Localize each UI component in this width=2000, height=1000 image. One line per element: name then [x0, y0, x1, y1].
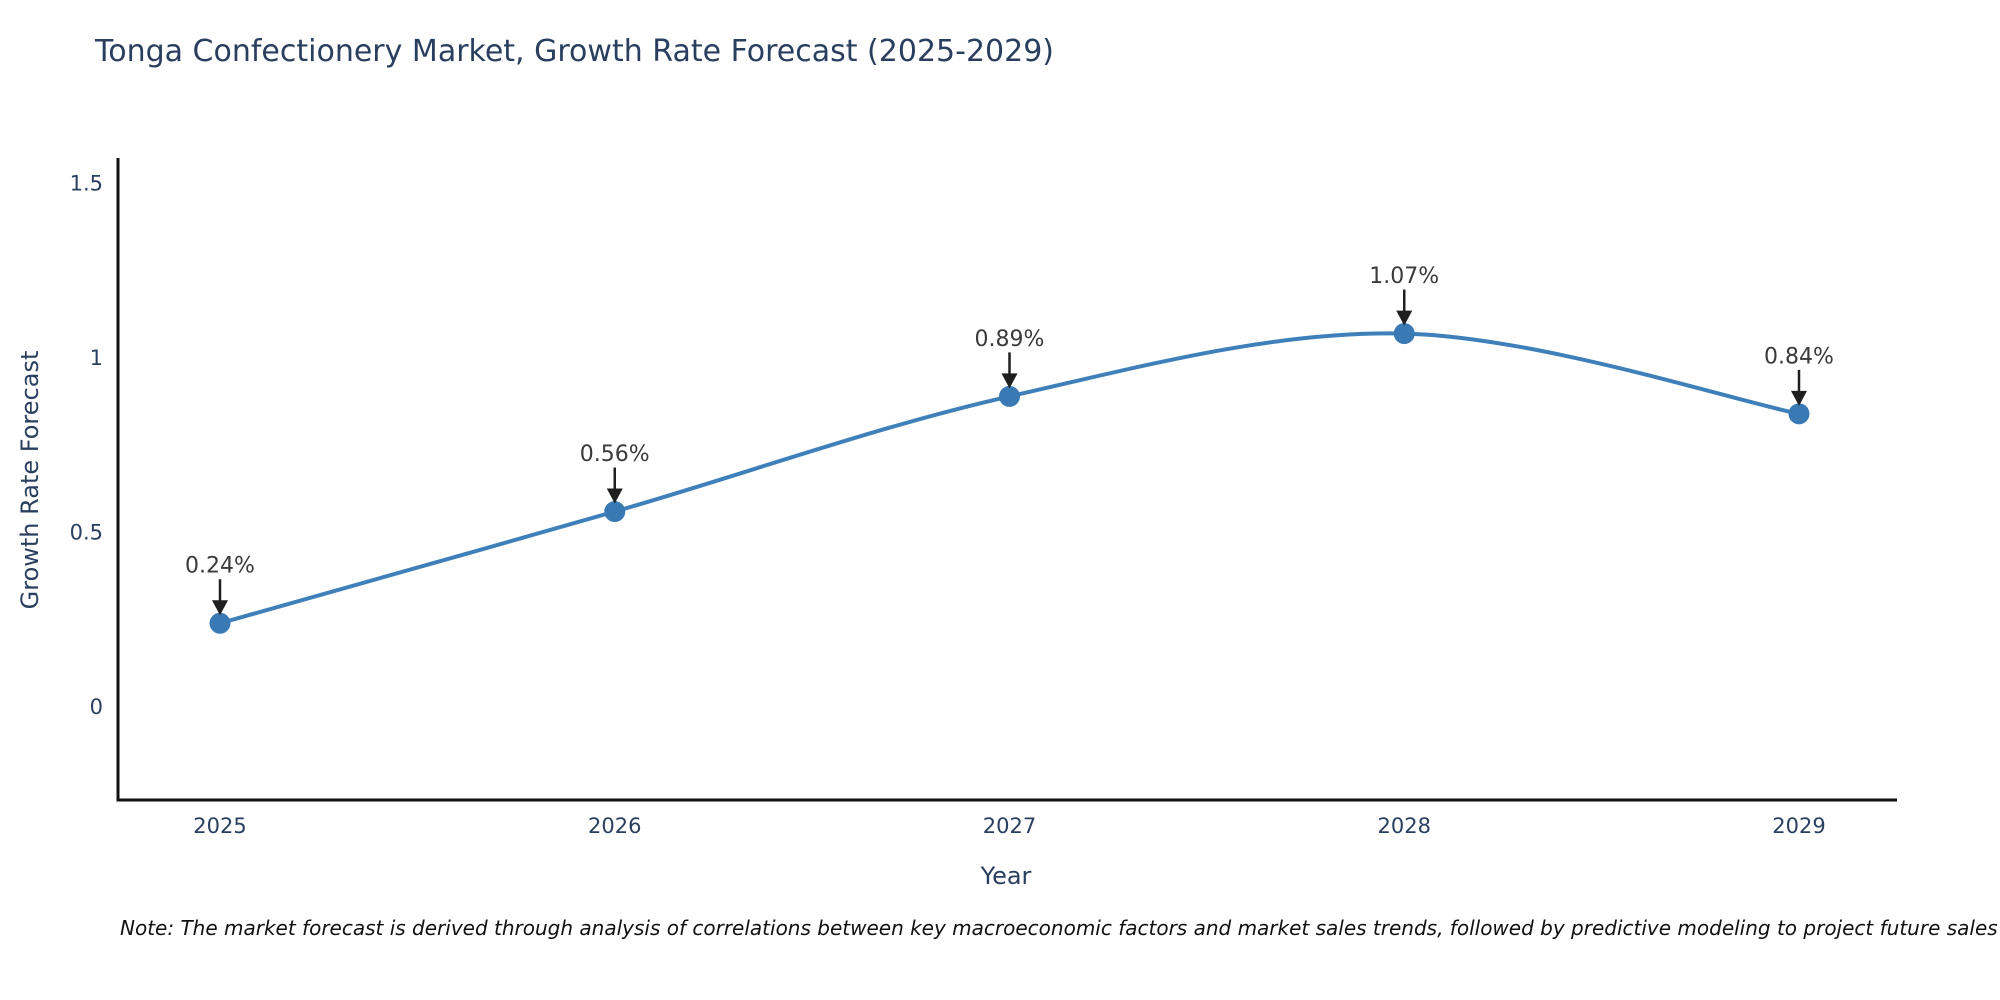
x-axis-title: Year — [980, 862, 1032, 890]
x-axis-tick-labels: 2025 2026 2027 2028 2029 — [193, 814, 1825, 838]
x-tick-label: 2028 — [1378, 814, 1431, 838]
y-tick-label: 0 — [90, 695, 103, 719]
annotation-arrow-head — [1791, 390, 1807, 406]
y-axis-tick-labels: 1.5 1 0.5 0 — [70, 172, 103, 720]
annotation-arrow-head — [606, 488, 623, 504]
y-axis-title: Growth Rate Forecast — [16, 351, 44, 610]
data-point-label: 0.89% — [975, 327, 1045, 352]
x-tick-label: 2025 — [193, 814, 246, 838]
x-tick-label: 2027 — [983, 814, 1036, 838]
data-point-label: 0.84% — [1764, 344, 1834, 369]
data-point-marker[interactable] — [1393, 323, 1415, 345]
data-point-marker[interactable] — [999, 385, 1020, 407]
annotation-arrow-head — [1001, 373, 1018, 389]
data-point-marker[interactable] — [1788, 403, 1810, 425]
annotation-arrow-head — [212, 600, 228, 616]
data-point-marker[interactable] — [604, 501, 626, 523]
x-tick-label: 2029 — [1772, 814, 1825, 838]
data-series: 0.24% 0.56% 0.89% 1.07% 0.84% — [185, 264, 1834, 634]
data-point-label: 0.24% — [185, 554, 255, 579]
y-tick-label: 0.5 — [70, 521, 103, 545]
x-tick-label: 2026 — [588, 814, 641, 838]
data-point-marker[interactable] — [209, 612, 231, 634]
y-tick-label: 1.5 — [70, 172, 103, 196]
y-tick-label: 1 — [90, 346, 103, 370]
data-point-label: 0.56% — [580, 442, 650, 467]
chart-footnote: Note: The market forecast is derived thr… — [120, 916, 1998, 940]
data-point-label: 1.07% — [1369, 264, 1439, 289]
chart-title: Tonga Confectionery Market, Growth Rate … — [95, 34, 1054, 69]
annotation-arrow-head — [1396, 310, 1413, 326]
